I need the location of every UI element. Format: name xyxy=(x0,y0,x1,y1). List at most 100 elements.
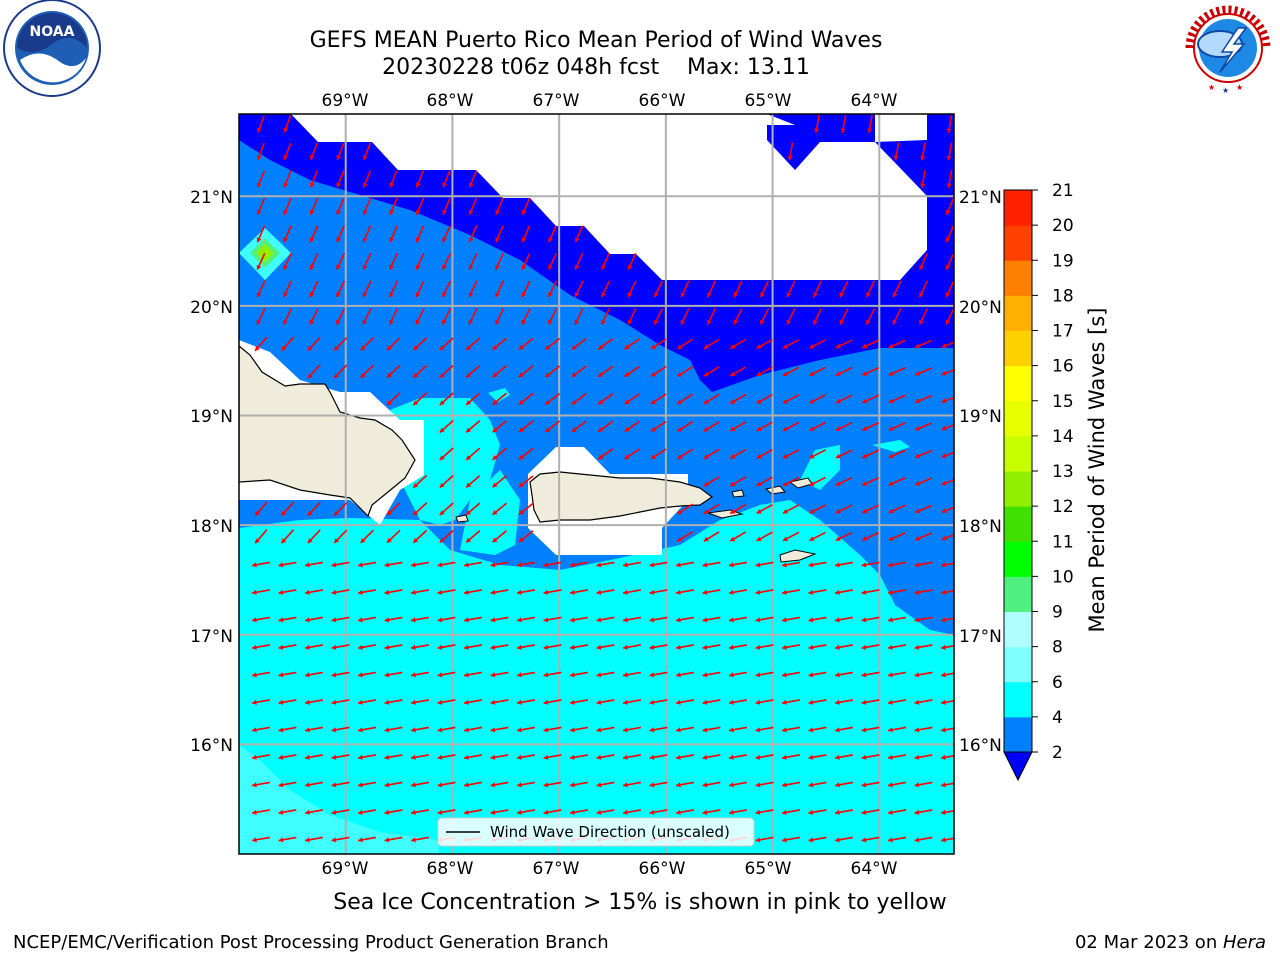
wind-arrow-head xyxy=(358,644,363,650)
wind-arrow-head xyxy=(729,699,734,705)
wind-arrow-head xyxy=(677,426,683,432)
wind-arrow-head xyxy=(384,782,390,788)
wind-arrow-head xyxy=(468,264,474,270)
wind-arrow-head xyxy=(835,426,841,431)
wind-arrow-head xyxy=(888,617,893,623)
wind-arrow-head xyxy=(331,589,337,595)
wind-arrow-head xyxy=(283,209,289,215)
wind-arrow-head xyxy=(464,644,469,650)
wind-arrow-head xyxy=(468,182,474,188)
wind-arrow-head xyxy=(730,454,736,459)
wind-arrow-head xyxy=(650,426,656,432)
wind-arrow-head xyxy=(358,672,363,678)
wind-arrow-head xyxy=(680,319,686,325)
wind-arrow-head xyxy=(278,837,284,843)
wind-arrow-head xyxy=(941,699,946,705)
wind-arrow-head xyxy=(334,345,340,351)
wind-arrow-head xyxy=(413,482,419,488)
wind-arrow-head xyxy=(281,345,287,351)
wind-arrow-head xyxy=(305,782,310,788)
wind-arrow-head xyxy=(730,371,736,377)
wind-arrow-head xyxy=(676,562,681,568)
wind-arrow-head xyxy=(755,562,761,568)
wind-arrow-head xyxy=(490,617,496,623)
lat-labels-right: 21°N 20°N 19°N 18°N 17°N 16°N xyxy=(959,188,1002,756)
wind-arrow-head xyxy=(543,617,549,623)
wind-arrow-head xyxy=(464,754,469,760)
colorbar-tick-label: 14 xyxy=(1052,427,1074,447)
wind-arrow-head xyxy=(413,537,419,543)
wind-arrow-head xyxy=(946,155,952,161)
wind-arrow-head xyxy=(596,727,602,733)
wind-arrow-head xyxy=(941,398,947,404)
wind-arrow-head xyxy=(307,373,313,379)
wind-arrow-head xyxy=(331,672,337,678)
wind-arrow-head xyxy=(786,292,792,298)
wind-arrow-head xyxy=(835,589,840,595)
wind-arrow-head xyxy=(466,510,472,515)
wind-arrow-head xyxy=(362,182,368,188)
wind-arrow-head xyxy=(360,538,366,543)
wind-arrow-head xyxy=(492,455,498,460)
wind-arrow-head xyxy=(920,155,926,161)
wind-arrow-head xyxy=(466,482,472,488)
wind-arrow-head xyxy=(466,427,472,433)
colorbar-segment xyxy=(1004,190,1032,226)
colorbar-tick-label: 17 xyxy=(1052,322,1074,342)
wind-arrow-head xyxy=(387,510,392,516)
wind-arrow-head xyxy=(492,372,498,378)
wind-arrow-head xyxy=(362,154,368,160)
nws-logo-icon: ★ ★ ★ xyxy=(1180,0,1276,96)
wind-arrow-head xyxy=(309,264,315,270)
wind-arrow-head xyxy=(677,509,683,514)
footer-host: Hera xyxy=(1222,932,1266,953)
wind-arrows xyxy=(251,114,954,843)
wind-arrow-head xyxy=(415,182,421,188)
wind-arrow-head xyxy=(389,182,395,188)
lon-label-top: 64°W xyxy=(851,91,898,111)
wind-arrow-head xyxy=(283,154,289,160)
wind-arrow-head xyxy=(362,237,368,243)
wind-arrow-head xyxy=(756,481,762,487)
wind-arrow-head xyxy=(914,837,920,843)
wind-arrow-head xyxy=(808,672,814,678)
wind-arrow-head xyxy=(888,453,894,459)
wind-arrow-head xyxy=(941,453,947,459)
wind-arrow-head xyxy=(730,536,736,542)
wind-arrow-head xyxy=(650,454,656,459)
wind-arrow-head xyxy=(676,809,681,815)
wind-arrow-head xyxy=(521,264,527,270)
colorbar-segment xyxy=(1004,435,1032,472)
map-plot-area xyxy=(239,114,954,854)
wind-arrow-head xyxy=(305,617,310,623)
wind-arrow-head xyxy=(730,399,736,404)
wind-arrow-head xyxy=(334,510,340,516)
wind-arrow-head xyxy=(813,292,818,298)
wind-arrow-head xyxy=(309,319,315,325)
wind-arrow-head xyxy=(278,617,284,623)
wind-arrow-head xyxy=(570,699,575,705)
wind-arrow-head xyxy=(411,672,416,678)
wind-arrow-head xyxy=(945,209,951,215)
wind-arrow-head xyxy=(676,699,681,705)
wind-arrow-head xyxy=(945,292,951,298)
wind-arrow-head xyxy=(941,508,947,514)
wind-arrow-head xyxy=(676,672,681,678)
wind-arrow-head xyxy=(914,617,920,623)
wind-arrow-head xyxy=(756,344,762,349)
wind-arrow-head xyxy=(783,343,789,349)
wind-arrow-head xyxy=(729,672,734,678)
wind-arrow-head xyxy=(627,264,633,270)
wind-arrow-head xyxy=(809,371,815,376)
wind-arrow-head xyxy=(492,427,498,433)
wind-arrow-head xyxy=(252,754,257,760)
wind-arrow-head xyxy=(703,371,709,377)
wind-arrow-head xyxy=(941,343,947,349)
wind-arrow-head xyxy=(601,292,606,298)
lon-label-bottom: 69°W xyxy=(322,859,369,879)
wind-arrow-head xyxy=(362,209,368,215)
wind-arrow-head xyxy=(888,699,893,705)
wind-arrow-head xyxy=(677,454,683,459)
wind-arrow-head xyxy=(624,372,630,377)
wind-arrow-head xyxy=(729,589,734,595)
